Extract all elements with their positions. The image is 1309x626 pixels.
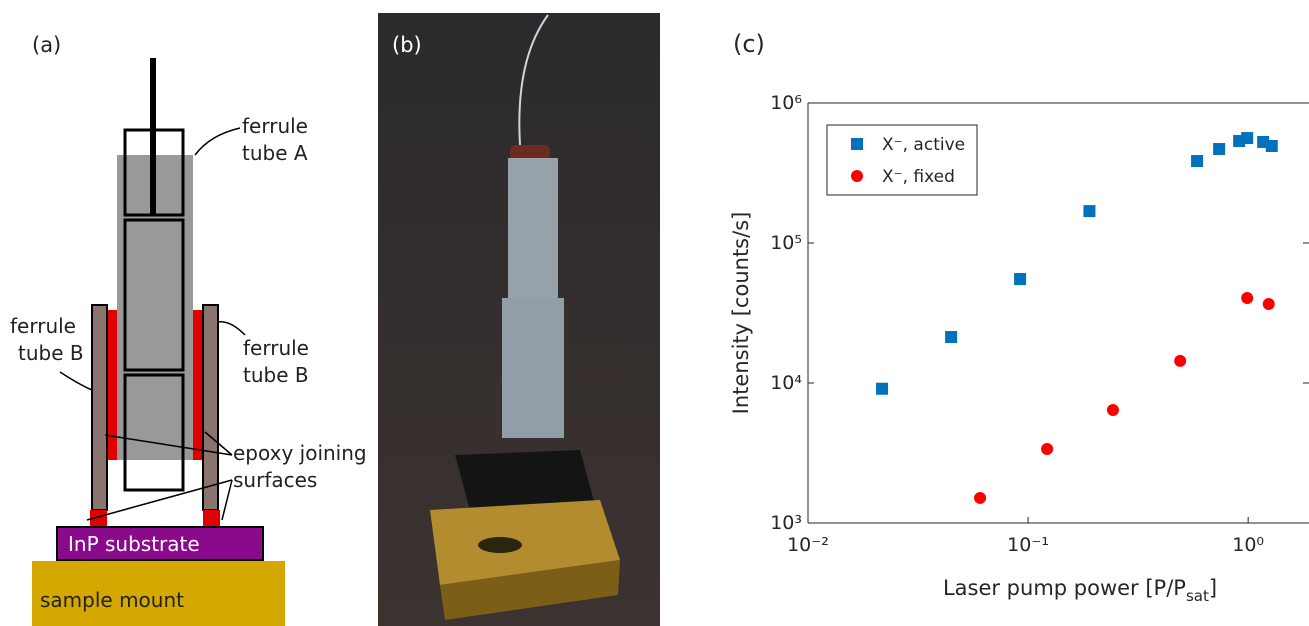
arrow: [195, 128, 240, 155]
point: [945, 331, 957, 343]
point: [1241, 292, 1253, 304]
x-label-part: ]: [1209, 576, 1217, 600]
epoxy: [193, 310, 203, 460]
x-label-part: sat: [1186, 587, 1209, 605]
panel-label: (c): [733, 30, 765, 58]
label: ferrule: [243, 336, 309, 360]
point: [1174, 355, 1186, 367]
y-tick-label: 10⁶: [770, 92, 802, 114]
chart: (c) Laser pump power [P/Psat] Intensity …: [729, 30, 1309, 605]
point: [1241, 132, 1253, 144]
x-label-part: Laser pump power [P/P: [943, 576, 1186, 600]
label: ferrule: [242, 114, 308, 138]
mount-label: sample mount: [40, 588, 184, 612]
label: tube B: [243, 363, 309, 387]
y-axis-label: Intensity [counts/s]: [729, 212, 753, 415]
x-tick-label: 10⁻¹: [1007, 534, 1049, 556]
x-axis-label: Laser pump power [P/Psat]: [943, 576, 1217, 605]
fiber: [150, 58, 156, 215]
label: ferrule: [10, 314, 76, 338]
point: [1041, 443, 1053, 455]
arrow: [60, 372, 92, 390]
x-tick-label: 10⁻²: [787, 534, 829, 556]
point: [1263, 298, 1275, 310]
point: [1014, 273, 1026, 285]
legend-label: X⁻, active: [882, 135, 965, 155]
tube-b: [92, 305, 107, 510]
diagram: (a) InP substrate sample mount ferrule t…: [10, 33, 367, 626]
point: [974, 492, 986, 504]
page: {"diagram": {"label": "(a)", "tube_a": […: [0, 0, 1309, 626]
legend-marker: [851, 170, 863, 182]
y-tick-label: 10³: [770, 512, 802, 534]
point: [1107, 404, 1119, 416]
point: [1083, 205, 1095, 217]
label: epoxy joining: [233, 441, 367, 465]
tube-b: [203, 305, 218, 510]
label: tube B: [18, 341, 84, 365]
label: tube A: [242, 141, 308, 165]
panel-label: (b): [392, 33, 422, 57]
label: surfaces: [233, 468, 317, 492]
substrate-label: InP substrate: [68, 532, 200, 556]
figure: (a) InP substrate sample mount ferrule t…: [0, 0, 1309, 626]
epoxy: [107, 310, 117, 460]
arrow: [218, 322, 245, 335]
legend-label: X⁻, fixed: [882, 167, 955, 187]
point: [1191, 155, 1203, 167]
point: [1266, 140, 1278, 152]
epoxy: [203, 510, 220, 527]
legend-marker: [851, 138, 863, 150]
y-tick-label: 10⁵: [770, 232, 802, 254]
point: [1213, 143, 1225, 155]
panel-label: (a): [32, 33, 61, 57]
x-tick-label: 10⁰: [1232, 534, 1264, 556]
y-tick-label: 10⁴: [770, 372, 802, 394]
photo: (b): [378, 13, 660, 626]
point: [876, 383, 888, 395]
